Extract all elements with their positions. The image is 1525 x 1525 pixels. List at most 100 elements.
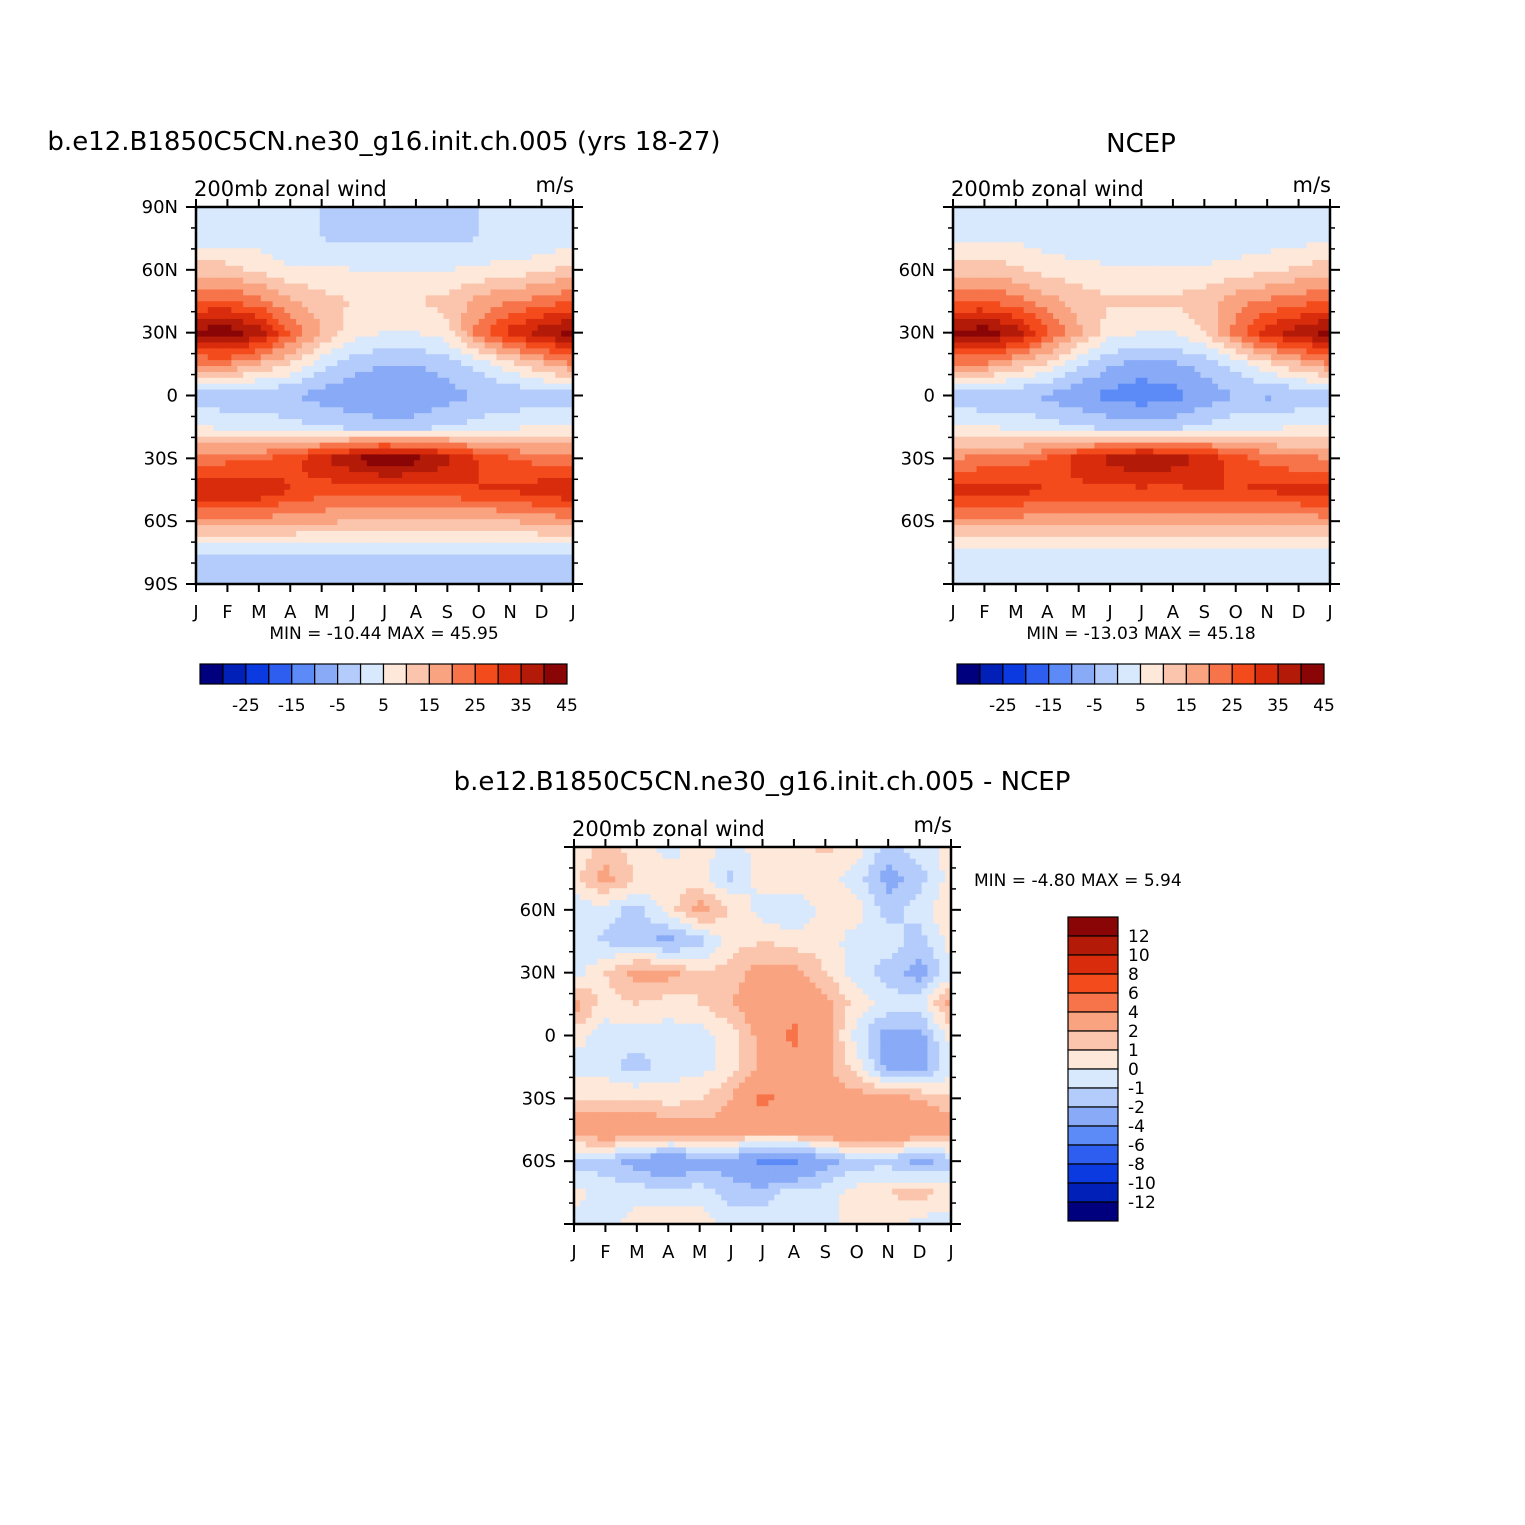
- contour-cell: [1064, 260, 1072, 267]
- contour-cell: [284, 348, 291, 355]
- contour-cell: [1271, 224, 1278, 232]
- contour-cell: [472, 283, 480, 291]
- contour-cell: [537, 389, 545, 397]
- contour-cell: [366, 430, 374, 438]
- contour-cell: [396, 460, 403, 467]
- contour-cell: [296, 230, 303, 238]
- contour-cell: [514, 501, 521, 509]
- contour-cell: [313, 419, 321, 426]
- contour-cell: [249, 454, 256, 461]
- contour-cell: [290, 401, 297, 408]
- contour-cell: [325, 383, 333, 391]
- contour-cell: [496, 254, 503, 261]
- contour-cell: [976, 242, 984, 249]
- contour-cell: [254, 466, 262, 473]
- contour-cell: [549, 318, 556, 326]
- contour-cell: [413, 424, 421, 432]
- contour-cell: [496, 419, 503, 426]
- contour-cell: [384, 207, 391, 214]
- contour-cell: [366, 271, 374, 279]
- contour-cell: [408, 277, 415, 285]
- contour-cell: [349, 260, 356, 267]
- contour-cell: [390, 419, 397, 426]
- contour-cell: [1159, 260, 1166, 267]
- contour-cell: [243, 348, 250, 355]
- contour-cell: [249, 224, 256, 232]
- contour-cell: [567, 207, 574, 214]
- contour-cell: [213, 548, 221, 556]
- contour-cell: [213, 489, 221, 497]
- contour-cell: [213, 371, 221, 379]
- contour-cell: [490, 383, 498, 391]
- contour-cell: [425, 348, 433, 355]
- contour-cell: [525, 248, 533, 255]
- contour-cell: [970, 224, 978, 232]
- contour-cell: [525, 289, 533, 296]
- contour-cell: [201, 318, 209, 326]
- contour-cell: [237, 207, 244, 214]
- contour-cell: [466, 318, 474, 326]
- contour-cell: [525, 283, 533, 291]
- contour-cell: [343, 389, 350, 397]
- contour-cell: [466, 218, 474, 226]
- contour-cell: [1194, 254, 1202, 261]
- contour-cell: [519, 277, 527, 285]
- contour-cell: [567, 348, 574, 355]
- contour-cell: [201, 383, 209, 391]
- contour-cell: [307, 548, 315, 556]
- contour-cell: [567, 389, 574, 397]
- contour-cell: [502, 330, 509, 338]
- contour-cell: [496, 295, 503, 302]
- contour-cell: [537, 472, 545, 479]
- contour-cell: [378, 495, 386, 503]
- contour-cell: [313, 377, 321, 385]
- contour-cell: [1229, 207, 1237, 214]
- contour-cell: [343, 260, 350, 267]
- contour-cell: [296, 507, 303, 514]
- contour-cell: [413, 389, 421, 397]
- contour-cell: [419, 283, 427, 291]
- contour-cell: [225, 407, 232, 414]
- contour-cell: [519, 230, 527, 238]
- contour-cell: [537, 477, 545, 485]
- contour-cell: [290, 436, 297, 444]
- contour-cell: [508, 419, 515, 426]
- contour-cell: [525, 301, 533, 308]
- contour-cell: [502, 383, 509, 391]
- contour-cell: [213, 289, 221, 296]
- contour-cell: [237, 554, 244, 562]
- contour-cell: [419, 401, 427, 408]
- contour-cell: [366, 324, 374, 332]
- contour-cell: [496, 324, 503, 332]
- contour-cell: [201, 371, 209, 379]
- contour-cell: [455, 324, 462, 332]
- contour-cell: [343, 554, 350, 562]
- contour-cell: [349, 313, 356, 320]
- contour-cell: [219, 513, 227, 520]
- contour-cell: [484, 419, 492, 426]
- contour-cell: [1218, 254, 1225, 261]
- contour-cell: [502, 578, 509, 585]
- contour-cell: [484, 265, 492, 273]
- contour-cell: [331, 336, 338, 344]
- contour-cell: [196, 371, 203, 379]
- contour-cell: [260, 483, 268, 491]
- contour-cell: [1229, 230, 1237, 238]
- contour-cell: [508, 554, 515, 562]
- contour-cell: [508, 442, 515, 450]
- contour-cell: [290, 324, 297, 332]
- contour-cell: [1041, 242, 1048, 249]
- contour-cell: [307, 424, 315, 432]
- contour-cell: [419, 477, 427, 485]
- contour-cell: [1123, 248, 1131, 255]
- contour-cell: [319, 483, 327, 491]
- contour-cell: [372, 360, 380, 367]
- contour-cell: [207, 348, 215, 355]
- contour-cell: [231, 307, 238, 314]
- contour-cell: [431, 442, 439, 450]
- contour-cell: [514, 460, 521, 467]
- contour-cell: [419, 224, 427, 232]
- contour-cell: [260, 448, 268, 456]
- contour-cell: [478, 401, 486, 408]
- contour-cell: [243, 366, 250, 373]
